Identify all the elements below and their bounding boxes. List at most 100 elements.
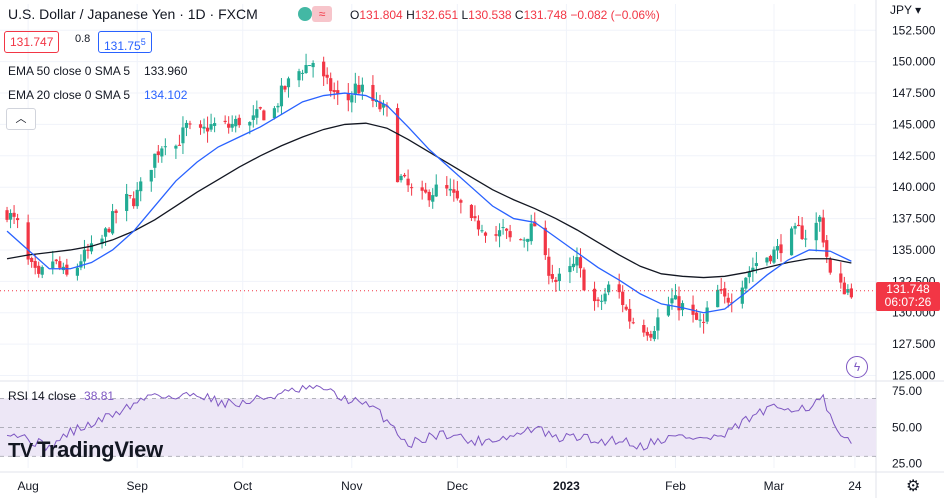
y-tick-label: 142.500 [892,149,936,163]
candle-body [719,289,723,291]
candle-body [680,303,685,311]
collapse-legend-button[interactable]: ︿ [6,108,36,130]
candle-body [726,297,730,303]
rsi-value: 38.81 [84,389,115,403]
candle-body [473,216,477,219]
candle-body [768,255,773,262]
candle-body [346,93,350,101]
candle-body [279,85,284,107]
candle-body [797,224,801,227]
candle-body [184,122,189,128]
ema50-value: 133.960 [144,64,188,78]
ask-price-button[interactable]: 131.755 [98,31,152,53]
candle-body [100,238,104,245]
bid-price-button[interactable]: 131.747 [4,31,60,53]
candle-body [476,220,481,230]
candle-body [149,169,153,182]
candle-body [582,269,586,291]
candle-body [75,267,79,276]
x-tick-label: Feb [665,479,686,493]
candle-body [550,274,554,279]
candle-body [12,212,16,217]
gear-icon[interactable]: ⚙ [906,478,921,495]
candle-body [694,312,699,320]
currency-unit-selector[interactable]: JPY ▾ [890,3,922,17]
y-tick-label: 147.500 [892,86,936,100]
candle-body [325,74,329,78]
tv-logo-icon: TV [8,440,33,462]
candle-body [381,103,386,108]
candle-body [705,307,709,322]
candle-body [522,239,526,241]
candle-body [174,145,178,149]
candle-body [107,228,111,233]
candle-body [821,217,825,243]
candle-body [160,148,164,157]
candle-body [139,181,143,192]
ema20-legend[interactable]: EMA 20 close 0 SMA 5 134.102 [8,88,188,102]
candle-body [818,216,822,222]
y-tick-label: 135.000 [892,243,936,257]
candle-body [272,108,277,119]
candle-body [747,271,751,278]
candle-body [568,266,572,273]
candle-body [15,218,20,221]
bar-countdown: 06:07:26 [884,295,932,309]
candle-body [86,249,90,251]
candle-body [202,126,206,129]
lightning-icon[interactable]: ϟ [846,356,868,378]
candle-body [37,265,41,274]
candle-body [33,261,37,268]
x-tick-label: Mar [764,479,785,493]
candle-body [596,299,600,301]
candle-body [842,282,846,295]
candle-body [360,84,364,92]
candle-body [775,246,780,251]
candle-body [82,249,87,262]
candle-body [135,189,139,207]
candle-body [51,261,55,269]
ohlc-high: 132.651 [414,8,459,22]
candle-body [789,228,794,256]
candle-body [642,325,646,333]
candle-body [754,263,758,267]
candle-body [132,198,136,207]
candle-body [255,109,259,118]
candle-body [483,232,488,236]
candle-body [459,200,463,203]
rsi-legend[interactable]: RSI 14 close 38.81 [8,389,115,403]
ema20-line [6,92,852,314]
candle-body [181,127,185,144]
candle-body [336,90,340,94]
rsi-tick-label: 50.00 [892,420,922,434]
candle-body [519,239,523,241]
candle-body [230,123,234,128]
candle-body [26,222,30,260]
symbol-title[interactable]: U.S. Dollar / Japanese Yen · 1D · FXCM [8,6,258,22]
ema50-legend[interactable]: EMA 50 close 0 SMA 5 133.960 [8,64,188,78]
rsi-line [6,384,852,452]
candle-body [543,227,547,256]
candle-body [469,204,474,219]
rsi-tick-label: 75.00 [892,384,922,398]
candle-body [849,288,853,298]
last-price-label: 131.748 06:07:26 [876,282,940,311]
candle-body [649,333,653,338]
candle-body [350,95,354,103]
y-tick-label: 125.000 [892,368,936,382]
candle-body [431,195,435,202]
wave-icon[interactable]: ≈ [312,6,332,22]
candle-body [297,71,301,81]
candle-body [825,240,829,257]
candle-body [177,144,182,146]
candle-body [666,304,671,316]
candle-body [125,193,129,211]
candle-body [188,123,192,125]
candle-body [607,284,611,293]
candle-body [624,306,628,310]
candle-body [65,264,69,275]
candle-body [554,279,558,282]
candle-body [248,122,252,126]
candle-body [434,184,438,197]
